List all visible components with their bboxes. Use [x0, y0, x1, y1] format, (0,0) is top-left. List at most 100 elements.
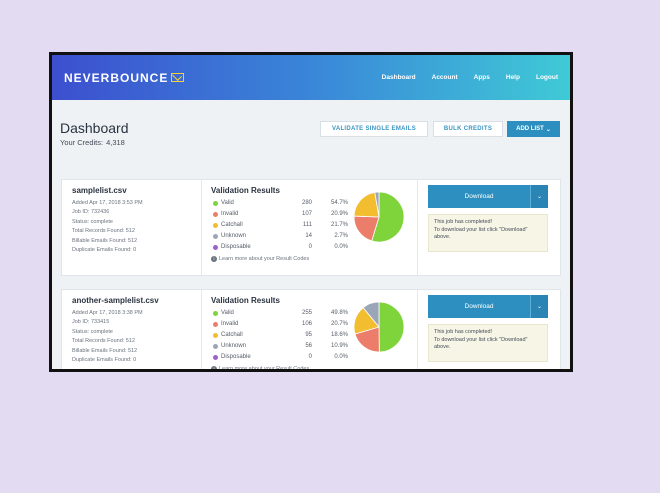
download-button-group: Download ⌄: [428, 185, 548, 208]
result-row-unknown: Unknown 14 2.7%: [211, 232, 427, 243]
learn-more-link[interactable]: i Learn more about your Result Codes: [211, 366, 427, 369]
notice-line: To download your list click "Download": [434, 226, 528, 233]
result-percent: 0.0%: [334, 354, 348, 360]
job-billable-emails: Billable Emails Found: 512: [72, 237, 138, 244]
pie-slice-unknown: [362, 301, 380, 329]
result-label: Invalid: [221, 211, 239, 217]
results-pie-chart: [353, 301, 405, 353]
result-label: Catchall: [221, 222, 243, 228]
legend-dot-valid: [213, 201, 218, 206]
legend-dot-disposable: [213, 355, 218, 360]
result-percent: 2.7%: [334, 233, 348, 239]
job-duplicate-emails: Duplicate Emails Found: 0: [72, 357, 137, 364]
pie-slice-unknown: [374, 191, 380, 218]
pie-slice-catchall: [353, 191, 380, 218]
info-icon: i: [211, 366, 217, 369]
job-file-name: another-samplelist.csv: [72, 296, 159, 305]
notice-line: This job has completed!: [434, 219, 493, 225]
pie-slice-valid: [371, 191, 405, 243]
job-card: another-samplelist.csv Added Apr 17, 201…: [61, 289, 561, 369]
job-complete-notice: This job has completed! To download your…: [428, 324, 548, 362]
result-count: 255: [301, 310, 312, 316]
job-id: Job ID: 732436: [72, 209, 110, 216]
legend-dot-catchall: [213, 223, 218, 228]
result-percent: 0.0%: [334, 244, 348, 250]
result-row-invalid: Invalid 107 20.9%: [211, 210, 427, 221]
job-status: Status: complete: [72, 218, 113, 225]
result-percent: 54.7%: [330, 200, 348, 206]
add-list-label: ADD LIST: [516, 126, 544, 132]
job-total-records: Total Records Found: 512: [72, 338, 135, 345]
nav-apps[interactable]: Apps: [473, 74, 490, 81]
result-count: 280: [301, 200, 312, 206]
notice-line: above.: [434, 344, 451, 351]
result-count: 106: [301, 321, 312, 327]
app-window: NEVERBOUNCE Dashboard Account Apps Help …: [49, 52, 573, 372]
result-row-valid: Valid 255 49.8%: [211, 309, 427, 320]
nav-help[interactable]: Help: [505, 74, 520, 81]
result-count: 0: [308, 244, 312, 250]
validation-results: Validation Results Valid 280 54.7% Inval…: [202, 180, 427, 275]
main-nav: Dashboard Account Apps Help Logout: [382, 74, 558, 81]
result-percent: 10.9%: [330, 343, 348, 349]
notice-line: This job has completed!: [434, 329, 493, 335]
result-label: Unknown: [221, 233, 247, 239]
result-count: 0: [308, 354, 312, 360]
job-added: Added Apr 17, 2018 3:53 PM: [72, 200, 143, 206]
legend-dot-unknown: [213, 344, 218, 349]
download-button[interactable]: Download: [428, 185, 530, 208]
credits-label: Your Credits:: [60, 138, 104, 147]
legend-dot-catchall: [213, 333, 218, 338]
result-percent: 18.6%: [330, 332, 348, 338]
job-file-name: samplelist.csv: [72, 186, 127, 195]
result-percent: 21.7%: [330, 222, 348, 228]
results-title: Validation Results: [211, 186, 280, 195]
nav-logout[interactable]: Logout: [535, 74, 558, 81]
job-info: another-samplelist.csv Added Apr 17, 201…: [62, 290, 202, 369]
result-label: Valid: [221, 310, 234, 316]
result-label: Unknown: [221, 343, 247, 349]
checkmark-envelope-icon: [171, 73, 185, 82]
job-id: Job ID: 733415: [72, 319, 110, 326]
legend-dot-invalid: [213, 212, 218, 217]
learn-more-link[interactable]: i Learn more about your Result Codes: [211, 256, 427, 262]
result-row-disposable: Disposable 0 0.0%: [211, 243, 427, 254]
notice-line: To download your list click "Download": [434, 336, 528, 343]
nav-dashboard[interactable]: Dashboard: [381, 74, 416, 81]
result-row-catchall: Catchall 95 18.6%: [211, 331, 427, 342]
download-button[interactable]: Download: [428, 295, 530, 318]
result-row-valid: Valid 280 54.7%: [211, 199, 427, 210]
result-label: Invalid: [221, 321, 239, 327]
job-info: samplelist.csv Added Apr 17, 2018 3:53 P…: [62, 180, 202, 275]
bulk-credits-button[interactable]: BULK CREDITS: [433, 121, 503, 137]
add-list-button[interactable]: ADD LIST ⌄: [507, 121, 560, 137]
chevron-down-icon: ⌄: [545, 126, 551, 133]
brand-name: NEVERBOUNCE: [64, 70, 169, 85]
job-duplicate-emails: Duplicate Emails Found: 0: [72, 247, 137, 254]
top-navbar: NEVERBOUNCE Dashboard Account Apps Help …: [52, 55, 570, 100]
credits-value: 4,318: [106, 138, 125, 147]
result-row-disposable: Disposable 0 0.0%: [211, 353, 427, 364]
job-card: samplelist.csv Added Apr 17, 2018 3:53 P…: [61, 179, 561, 276]
dashboard-header: Dashboard Your Credits: 4,318 VALIDATE SI…: [52, 100, 570, 168]
legend-dot-unknown: [213, 234, 218, 239]
brand-logo[interactable]: NEVERBOUNCE: [64, 70, 185, 85]
result-label: Catchall: [221, 332, 243, 338]
download-options-chevron-icon[interactable]: ⌄: [530, 185, 548, 208]
job-actions: Download ⌄ This job has completed! To do…: [417, 180, 562, 275]
result-row-unknown: Unknown 56 10.9%: [211, 342, 427, 353]
notice-line: above.: [434, 234, 451, 241]
result-count: 95: [305, 332, 312, 338]
nav-account[interactable]: Account: [431, 74, 458, 81]
job-added: Added Apr 17, 2018 3:38 PM: [72, 310, 143, 316]
credits-line: Your Credits: 4,318: [60, 138, 125, 147]
job-status: Status: complete: [72, 328, 113, 335]
pie-slice-valid: [378, 301, 405, 353]
result-percent: 20.9%: [330, 211, 348, 217]
result-row-invalid: Invalid 106 20.7%: [211, 320, 427, 331]
validate-single-emails-button[interactable]: VALIDATE SINGLE EMAILS: [320, 121, 428, 137]
result-row-catchall: Catchall 111 21.7%: [211, 221, 427, 232]
learn-more-text: Learn more about your Result Codes: [219, 256, 310, 262]
download-options-chevron-icon[interactable]: ⌄: [530, 295, 548, 318]
download-button-group: Download ⌄: [428, 295, 548, 318]
